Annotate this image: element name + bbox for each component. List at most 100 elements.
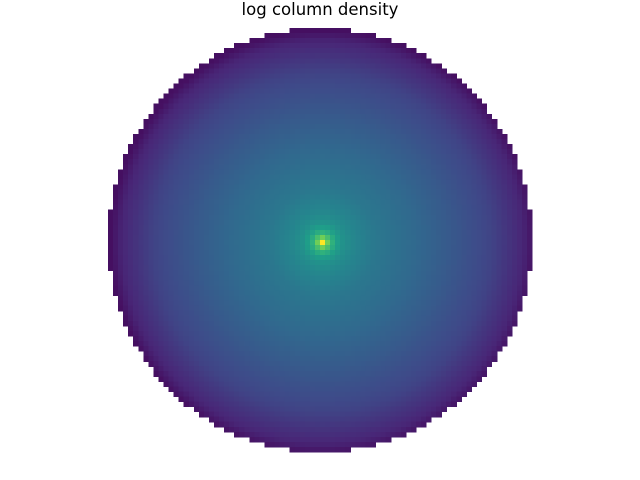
heatmap-cell [289, 310, 296, 317]
heatmap-cell [431, 214, 437, 221]
heatmap-cell [481, 270, 488, 276]
heatmap-cell [138, 214, 144, 221]
heatmap-cell [183, 73, 190, 80]
heatmap-cell [441, 179, 447, 186]
heatmap-cell [208, 204, 215, 211]
heatmap-cell [380, 88, 387, 95]
heatmap-cell [461, 376, 467, 382]
heatmap-cell [234, 58, 240, 64]
heatmap-cell [294, 209, 301, 216]
heatmap-cell [431, 356, 437, 362]
heatmap-cell [284, 159, 291, 165]
heatmap-cell [476, 224, 483, 231]
heatmap-cell [309, 240, 316, 246]
heatmap-cell [173, 275, 180, 281]
heatmap-cell [516, 240, 523, 246]
heatmap-cell [118, 270, 124, 276]
heatmap-cell [446, 371, 452, 377]
heatmap-cell [516, 255, 523, 261]
heatmap-cell [304, 351, 311, 357]
heatmap-cell [436, 315, 442, 322]
heatmap-cell [133, 245, 139, 251]
heatmap-cell [491, 159, 498, 165]
heatmap-cell [481, 335, 488, 342]
heatmap-cell [193, 381, 200, 387]
heatmap-cell [224, 371, 230, 377]
heatmap-cell [496, 245, 503, 251]
heatmap-cell [456, 305, 462, 312]
heatmap-cell [239, 376, 245, 382]
heatmap-cell [451, 255, 457, 261]
heatmap-cell [451, 275, 457, 281]
heatmap-cell [244, 340, 250, 347]
heatmap-cell [405, 108, 412, 115]
heatmap-cell [330, 361, 336, 367]
heatmap-cell [294, 149, 301, 155]
heatmap-cell [274, 280, 281, 287]
heatmap-cell [375, 214, 382, 221]
heatmap-cell [249, 144, 255, 150]
heatmap-cell [461, 361, 467, 367]
heatmap-cell [390, 154, 397, 160]
heatmap-cell [400, 214, 407, 221]
heatmap-cell [249, 169, 255, 175]
heatmap-cell [436, 93, 442, 100]
heatmap-cell [405, 118, 412, 125]
heatmap-cell [239, 255, 245, 261]
heatmap-cell [274, 93, 281, 100]
heatmap-cell [274, 265, 281, 271]
heatmap-cell [496, 270, 503, 276]
heatmap-cell [365, 381, 372, 387]
heatmap-cell [214, 174, 220, 181]
heatmap-cell [481, 128, 488, 135]
heatmap-cell [244, 356, 250, 362]
heatmap-cell [380, 204, 387, 211]
heatmap-cell [158, 224, 165, 231]
heatmap-cell [345, 376, 351, 382]
heatmap-cell [219, 219, 225, 226]
heatmap-cell [274, 214, 281, 221]
heatmap-cell [133, 290, 139, 297]
heatmap-cell [350, 88, 356, 95]
heatmap-cell [219, 280, 225, 287]
heatmap-cell [193, 184, 200, 191]
heatmap-cell [355, 265, 361, 271]
heatmap-cell [304, 260, 311, 266]
heatmap-cell [385, 88, 392, 95]
heatmap-cell [219, 346, 225, 352]
heatmap-cell [405, 234, 412, 241]
heatmap-cell [244, 78, 250, 85]
heatmap-cell [375, 234, 382, 241]
heatmap-cell [128, 310, 134, 317]
heatmap-cell [496, 265, 503, 271]
heatmap-cell [330, 204, 336, 211]
heatmap-cell [511, 275, 518, 281]
heatmap-cell [426, 154, 432, 160]
heatmap-cell [158, 285, 165, 292]
heatmap-cell [496, 219, 503, 226]
heatmap-cell [279, 275, 286, 281]
heatmap-cell [178, 128, 185, 135]
heatmap-cell [400, 199, 407, 206]
heatmap-cell [405, 214, 412, 221]
heatmap-cell [138, 280, 144, 287]
heatmap-cell [173, 335, 180, 342]
heatmap-cell [214, 219, 220, 226]
heatmap-cell [436, 340, 442, 347]
heatmap-cell [486, 346, 493, 352]
heatmap-cell [431, 285, 437, 292]
heatmap-cell [269, 295, 276, 302]
heatmap-cell [208, 346, 215, 352]
heatmap-cell [254, 224, 261, 231]
heatmap-cell [113, 189, 119, 196]
heatmap-cell [506, 240, 513, 246]
heatmap-cell [410, 149, 417, 155]
heatmap-cell [365, 174, 372, 181]
heatmap-cell [183, 144, 190, 150]
heatmap-cell [148, 356, 155, 362]
heatmap-cell [128, 234, 134, 241]
heatmap-cell [370, 118, 377, 125]
heatmap-cell [163, 98, 170, 105]
heatmap-cell [456, 280, 462, 287]
heatmap-cell [158, 280, 165, 287]
